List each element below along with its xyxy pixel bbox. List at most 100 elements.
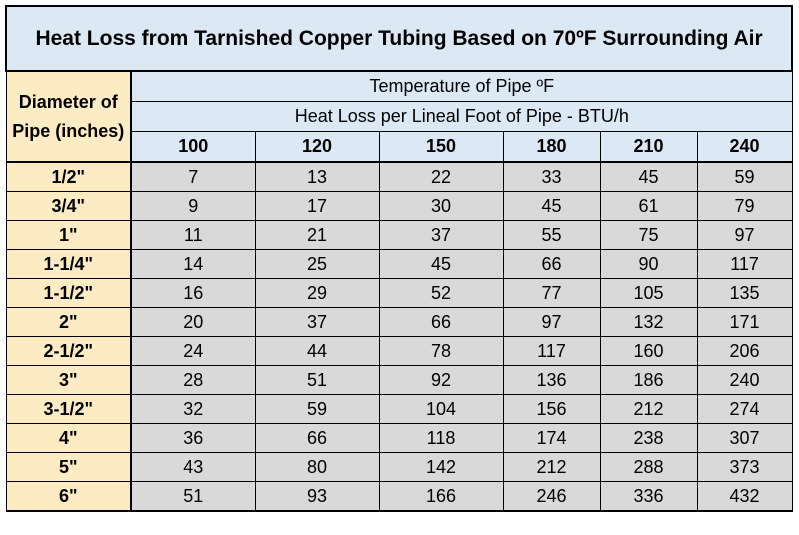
heat-loss-table: Heat Loss from Tarnished Copper Tubing B…: [4, 5, 794, 512]
heat-loss-table-frame: Heat Loss from Tarnished Copper Tubing B…: [4, 5, 794, 525]
diameter-cell: 1/2": [5, 161, 132, 192]
heat-loss-value-cell: 212: [599, 394, 698, 424]
heat-loss-value-cell: 20: [130, 307, 256, 337]
table-row: 3" 28 51 92 136 186 240: [5, 365, 793, 395]
diameter-column-header: Diameter of Pipe (inches): [5, 70, 132, 163]
heat-loss-value-cell: 30: [378, 191, 504, 221]
heat-loss-value-cell: 174: [502, 423, 601, 453]
heat-loss-value-cell: 59: [254, 394, 380, 424]
diameter-cell: 1-1/4": [5, 249, 132, 279]
heat-loss-value-cell: 37: [378, 220, 504, 250]
heat-loss-value-cell: 55: [502, 220, 601, 250]
heat-loss-value-cell: 51: [130, 481, 256, 512]
heat-loss-value-cell: 336: [599, 481, 698, 512]
heat-loss-value-cell: 32: [130, 394, 256, 424]
heat-loss-value-cell: 29: [254, 278, 380, 308]
heat-loss-value-cell: 66: [378, 307, 504, 337]
heat-loss-value-cell: 117: [696, 249, 793, 279]
diameter-cell: 5": [5, 452, 132, 482]
temperature-column-header: 100: [130, 131, 256, 163]
heat-loss-value-cell: 288: [599, 452, 698, 482]
heat-loss-value-cell: 90: [599, 249, 698, 279]
table-title: Heat Loss from Tarnished Copper Tubing B…: [4, 5, 794, 72]
heat-loss-value-cell: 212: [502, 452, 601, 482]
heat-loss-value-cell: 132: [599, 307, 698, 337]
heat-loss-value-cell: 36: [130, 423, 256, 453]
heat-loss-value-cell: 11: [130, 220, 256, 250]
heat-loss-value-cell: 17: [254, 191, 380, 221]
heat-loss-value-cell: 97: [696, 220, 793, 250]
heat-loss-value-cell: 186: [599, 365, 698, 395]
heat-loss-value-cell: 160: [599, 336, 698, 366]
table-row: 1-1/2" 16 29 52 77 105 135: [5, 278, 793, 308]
heat-loss-value-cell: 432: [696, 481, 793, 512]
diameter-cell: 1": [5, 220, 132, 250]
heat-loss-value-cell: 142: [378, 452, 504, 482]
heat-loss-value-cell: 79: [696, 191, 793, 221]
diameter-cell: 1-1/2": [5, 278, 132, 308]
heat-loss-value-cell: 16: [130, 278, 256, 308]
heat-loss-value-cell: 13: [254, 161, 380, 192]
heat-loss-value-cell: 238: [599, 423, 698, 453]
heat-loss-value-cell: 66: [254, 423, 380, 453]
table-row: 1" 11 21 37 55 75 97: [5, 220, 793, 250]
diameter-cell: 4": [5, 423, 132, 453]
heat-loss-value-cell: 274: [696, 394, 793, 424]
heat-loss-value-cell: 22: [378, 161, 504, 192]
heat-loss-value-cell: 166: [378, 481, 504, 512]
heat-loss-value-cell: 21: [254, 220, 380, 250]
table-row: 1-1/4" 14 25 45 66 90 117: [5, 249, 793, 279]
heat-loss-value-cell: 93: [254, 481, 380, 512]
diameter-cell: 3": [5, 365, 132, 395]
heat-loss-value-cell: 14: [130, 249, 256, 279]
heat-loss-value-cell: 7: [130, 161, 256, 192]
heat-loss-value-cell: 45: [599, 161, 698, 192]
heat-loss-value-cell: 117: [502, 336, 601, 366]
heat-loss-value-cell: 135: [696, 278, 793, 308]
table-row: 2-1/2" 24 44 78 117 160 206: [5, 336, 793, 366]
temperature-column-header: 240: [696, 131, 793, 163]
temperature-column-header: 120: [254, 131, 380, 163]
table-row: 3-1/2" 32 59 104 156 212 274: [5, 394, 793, 424]
heat-loss-value-cell: 78: [378, 336, 504, 366]
table-row: 2" 20 37 66 97 132 171: [5, 307, 793, 337]
temperature-column-header: 150: [378, 131, 504, 163]
heat-loss-value-cell: 59: [696, 161, 793, 192]
heat-loss-value-cell: 97: [502, 307, 601, 337]
temperature-header: Temperature of Pipe ºF: [130, 70, 793, 102]
heat-loss-value-cell: 77: [502, 278, 601, 308]
diameter-cell: 3-1/2": [5, 394, 132, 424]
diameter-cell: 2-1/2": [5, 336, 132, 366]
heat-loss-value-cell: 24: [130, 336, 256, 366]
heat-loss-value-cell: 52: [378, 278, 504, 308]
heat-loss-value-cell: 25: [254, 249, 380, 279]
heat-loss-value-cell: 66: [502, 249, 601, 279]
heat-loss-value-cell: 240: [696, 365, 793, 395]
heat-loss-value-cell: 118: [378, 423, 504, 453]
table-row: 1/2" 7 13 22 33 45 59: [5, 161, 793, 192]
heat-loss-value-cell: 206: [696, 336, 793, 366]
temperature-row: 100 120 150 180 210 240: [6, 131, 793, 163]
diameter-cell: 2": [5, 307, 132, 337]
temperature-column-header: 180: [502, 131, 601, 163]
heat-loss-value-cell: 105: [599, 278, 698, 308]
heat-loss-value-cell: 28: [130, 365, 256, 395]
heat-loss-value-cell: 45: [502, 191, 601, 221]
heat-loss-value-cell: 61: [599, 191, 698, 221]
heat-loss-value-cell: 171: [696, 307, 793, 337]
heat-loss-value-cell: 80: [254, 452, 380, 482]
diameter-cell: 3/4": [5, 191, 132, 221]
heat-loss-value-cell: 92: [378, 365, 504, 395]
heat-loss-value-cell: 246: [502, 481, 601, 512]
heat-loss-value-cell: 307: [696, 423, 793, 453]
heat-loss-value-cell: 9: [130, 191, 256, 221]
heat-loss-value-cell: 37: [254, 307, 380, 337]
heat-loss-value-cell: 51: [254, 365, 380, 395]
heat-loss-value-cell: 45: [378, 249, 504, 279]
temperature-column-header: 210: [599, 131, 698, 163]
heat-loss-value-cell: 373: [696, 452, 793, 482]
heat-loss-value-cell: 104: [378, 394, 504, 424]
heat-loss-subheader: Heat Loss per Lineal Foot of Pipe - BTU/…: [130, 101, 793, 132]
table-row: 6" 51 93 166 246 336 432: [5, 481, 793, 512]
table-row: 3/4" 9 17 30 45 61 79: [5, 191, 793, 221]
